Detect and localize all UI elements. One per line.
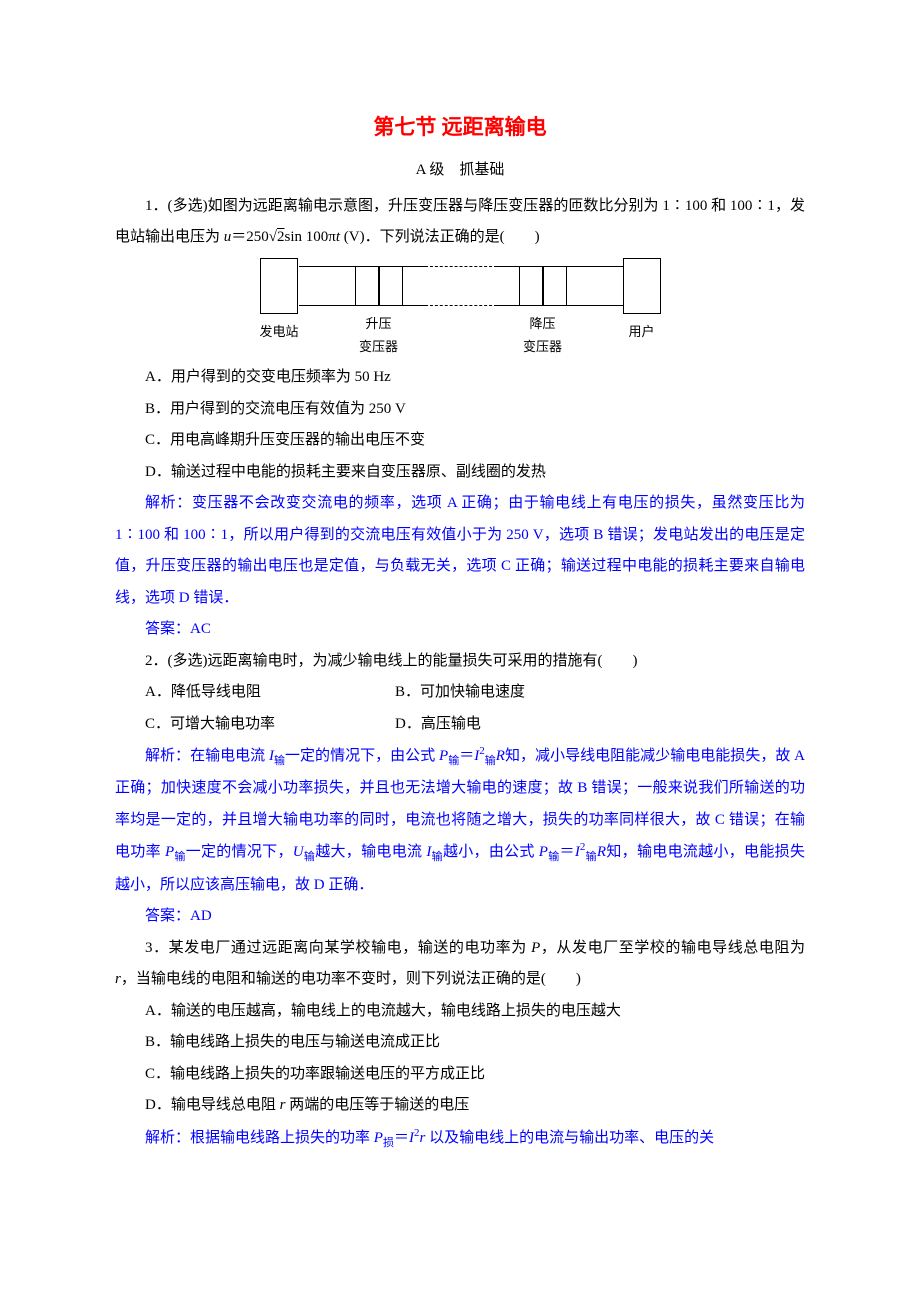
stepup-text: 升压 — [365, 316, 391, 331]
q3-opt-c: C．输电线路上损失的功率跟输送电压的平方成正比 — [115, 1059, 805, 1091]
q2-R2: R — [597, 844, 606, 860]
q3-opt-d: D．输电导线总电阻 r 两端的电压等于输送的电压 — [115, 1090, 805, 1122]
q3-sub-sun: 损 — [383, 1137, 394, 1149]
q1-rest: sin 100π — [285, 229, 336, 245]
q2-e2: 一定的情况下，由公式 — [285, 748, 439, 764]
q3-explanation: 解析：根据输电线路上损失的功率 P损＝I2r 以及输电线上的电流与输出功率、电压… — [115, 1122, 805, 1155]
q1-opt-b: B．用户得到的交流电压有效值为 250 V — [115, 394, 805, 426]
q1-unit: (V)．下列说法正确的是( ) — [340, 229, 540, 245]
q2-answer: 答案：AD — [115, 901, 805, 933]
q2-opt-a: A．降低导线电阻 — [115, 677, 365, 709]
q2-row-ab: A．降低导线电阻 B．可加快输电速度 — [115, 677, 805, 709]
q2-P3: P — [539, 844, 548, 860]
q2-U: U — [293, 844, 304, 860]
q2-P2: P — [165, 844, 174, 860]
q2-opt-b: B．可加快输电速度 — [365, 677, 525, 709]
q3-s3: ，当输电线的电阻和输送的电功率不变时，则下列说法正确的是( ) — [121, 971, 581, 987]
stepdown-text: 降压 — [529, 316, 555, 331]
q3-eP: P — [374, 1130, 383, 1146]
q3-d1: D．输电导线总电阻 — [145, 1097, 280, 1113]
q2-e1: 在输电电流 — [190, 748, 269, 764]
q1-ans-label: 答案： — [145, 621, 190, 637]
q1-ans: AC — [190, 621, 211, 637]
q3-opt-b: B．输电线路上损失的电压与输送电流成正比 — [115, 1027, 805, 1059]
q1-expl-body: 变压器不会改变交流电的频率，选项 A 正确；由于输电线上有电压的损失，虽然变压比… — [115, 495, 805, 606]
q2-sub4: 输 — [304, 851, 316, 863]
stepdown-box-2 — [543, 266, 567, 306]
q1-stem: 1．(多选)如图为远距离输电示意图，升压变压器与降压变压器的匝数比分别为 1∶1… — [115, 191, 805, 254]
diagram-stepup: 升压 变压器 — [355, 258, 403, 359]
q2-e6: 越大，输电电流 — [315, 844, 426, 860]
stepdown-label: 降压 变压器 — [523, 312, 562, 359]
q2-sub3: 输 — [174, 851, 186, 863]
stepup-box-1 — [355, 266, 379, 306]
q3-d2: 两端的电压等于输送的电压 — [285, 1097, 469, 1113]
q2-ans: AD — [190, 908, 212, 924]
q2-sub6b: 输 — [585, 851, 597, 863]
stepdown-box-1 — [519, 266, 543, 306]
q2-sub5: 输 — [431, 851, 443, 863]
diagram: 发电站 升压 变压器 — [115, 258, 805, 359]
user-box — [623, 258, 661, 314]
q2-e7: 越小，由公式 — [443, 844, 539, 860]
q2-P1: P — [439, 748, 448, 764]
diagram-station: 发电站 — [259, 258, 298, 343]
q2-e3: ＝ — [459, 748, 474, 764]
q3-s1: 3．某发电厂通过远距离向某学校输电，输送的电功率为 — [145, 940, 531, 956]
q2-sub2b: 输 — [485, 755, 496, 767]
q2-explanation: 解析：在输电电流 I输一定的情况下，由公式 P输＝I2输R知，减小导线电阻能减少… — [115, 740, 805, 901]
q1-eq: ＝250 — [231, 229, 269, 245]
connector-2b — [497, 266, 519, 306]
level-label: A 级 抓基础 — [115, 155, 805, 187]
q2-stem: 2．(多选)远距离输电时，为减少输电线上的能量损失可采用的措施有( ) — [115, 646, 805, 678]
q3-e3: 以及输电线上的电流与输出功率、电压的关 — [425, 1130, 714, 1146]
connector-1 — [299, 266, 355, 306]
q2-e5: 一定的情况下， — [186, 844, 293, 860]
station-box — [260, 258, 298, 314]
section-title: 第七节 远距离输电 — [115, 105, 805, 149]
stepup-transformer-text: 变压器 — [359, 339, 398, 354]
q2-R1: R — [496, 748, 505, 764]
q3-opt-a: A．输送的电压越高，输电线上的电流越大，输电线路上损失的电压越大 — [115, 996, 805, 1028]
q3-P: P — [531, 940, 540, 956]
q1-opt-d: D．输送过程中电能的损耗主要来自变压器原、副线圈的发热 — [115, 457, 805, 489]
diagram-stepdown: 降压 变压器 — [519, 258, 567, 359]
q2-row-cd: C．可增大输电功率 D．高压输电 — [115, 709, 805, 741]
q3-expl-label: 解析： — [145, 1130, 190, 1146]
q2-sub2: 输 — [448, 755, 459, 767]
q3-e2: ＝ — [394, 1130, 409, 1146]
stepdown-transformer-text: 变压器 — [523, 339, 562, 354]
q2-ans-label: 答案： — [145, 908, 190, 924]
q1-answer: 答案：AC — [115, 614, 805, 646]
q2-sub1: 输 — [274, 755, 285, 767]
connector-2a — [403, 266, 425, 306]
q1-explanation: 解析：变压器不会改变交流电的频率，选项 A 正确；由于输电线上有电压的损失，虽然… — [115, 488, 805, 614]
q3-e1: 根据输电线路上损失的功率 — [190, 1130, 374, 1146]
q1-opt-a: A．用户得到的交变电压频率为 50 Hz — [115, 362, 805, 394]
q2-e3b: ＝ — [560, 844, 575, 860]
station-label: 发电站 — [259, 320, 298, 343]
q2-sub6: 输 — [548, 851, 560, 863]
stepup-box-2 — [379, 266, 403, 306]
q2-opt-c: C．可增大输电功率 — [115, 709, 365, 741]
diagram-user: 用户 — [623, 258, 661, 343]
q1-sqrt: 2 — [277, 229, 285, 245]
q2-opt-d: D．高压输电 — [365, 709, 481, 741]
user-label: 用户 — [628, 320, 654, 343]
q3-s2: ，从发电厂至学校的输电导线总电阻为 — [540, 940, 805, 956]
q1-opt-c: C．用电高峰期升压变压器的输出电压不变 — [115, 425, 805, 457]
stepup-label: 升压 变压器 — [359, 312, 398, 359]
connector-dashed — [425, 266, 497, 306]
q2-expl-label: 解析： — [145, 748, 190, 764]
q3-stem: 3．某发电厂通过远距离向某学校输电，输送的电功率为 P，从发电厂至学校的输电导线… — [115, 933, 805, 996]
q1-expl-label: 解析： — [145, 495, 192, 511]
connector-3 — [567, 266, 623, 306]
